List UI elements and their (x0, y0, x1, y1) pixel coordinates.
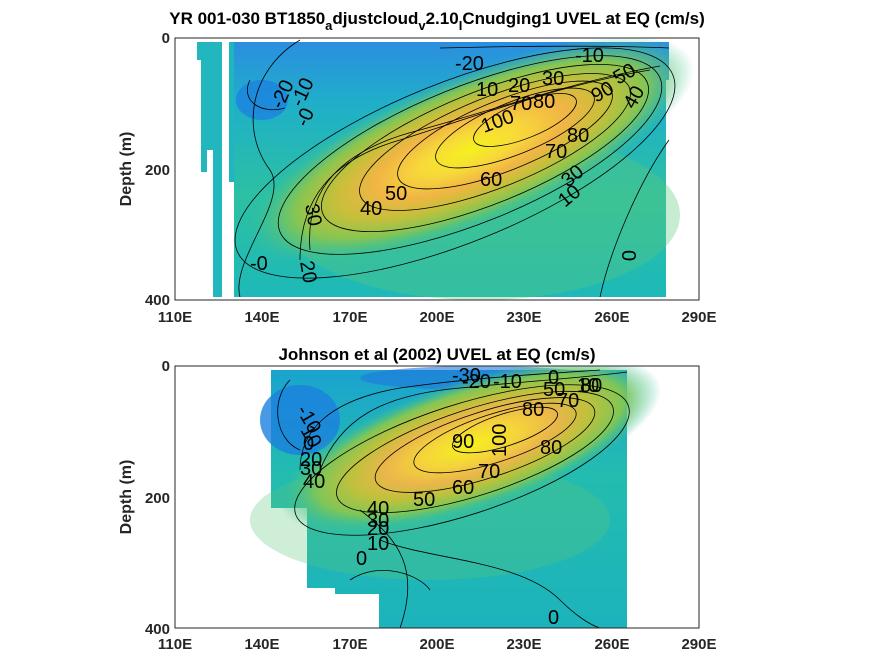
panel-1-ylabel: Depth (m) (118, 132, 135, 207)
ytick-label: 400 (145, 621, 170, 638)
title-subscript-a: a (325, 18, 333, 33)
panel-1-xticks: 110E 140E 170E 200E 230E 260E 290E (158, 309, 717, 326)
panel-1-contours (234, 39, 676, 298)
panel-2-ylabel: Depth (m) (118, 460, 135, 535)
ytick-label: 400 (145, 292, 170, 309)
contour-label: 70 (510, 93, 532, 115)
panel-2-contours (277, 369, 630, 628)
xtick-label: 260E (594, 309, 629, 326)
ytick-label: 200 (145, 490, 170, 507)
contour-label: 50 (413, 489, 435, 511)
contour-label: 40 (367, 498, 389, 520)
panel-1-field (197, 38, 695, 300)
ytick-label: 200 (145, 162, 170, 179)
panel-2-field (250, 366, 662, 628)
ytick-label: 0 (162, 358, 170, 375)
xtick-label: 140E (244, 636, 279, 653)
contour-label: 80 (567, 125, 589, 147)
contour-label: 100 (489, 424, 511, 457)
xtick-label: 260E (594, 636, 629, 653)
contour-label: 80 (580, 375, 602, 397)
title-part-a: YR 001-030 BT1850 (169, 9, 325, 28)
contour-label: 50 (385, 183, 407, 205)
xtick-label: 230E (506, 309, 541, 326)
panel-2: Johnson et al (2002) UVEL at EQ (cm/s) -… (118, 345, 717, 653)
contour-label: 80 (533, 91, 555, 113)
panel-1-axes: Depth (m) 0 200 400 110E 140E 170E 200E … (118, 30, 717, 326)
xtick-label: 230E (506, 636, 541, 653)
contour-label: 50 (543, 379, 565, 401)
panel-1: YR 001-030 BT1850adjustcloudv2.10ICnudgi… (118, 9, 717, 326)
ytick-label: 0 (162, 30, 170, 47)
contour-label: 80 (540, 437, 562, 459)
contour-label: 0 (356, 548, 367, 570)
xtick-label: 200E (419, 636, 454, 653)
contour-label: 70 (545, 141, 567, 163)
title-part-d: Cnudging1 UVEL at EQ (cm/s) (462, 9, 704, 28)
contour-label: 10 (476, 79, 498, 101)
contour-label: 40 (303, 471, 325, 493)
xtick-label: 110E (158, 636, 192, 653)
contour-label: 0 (617, 250, 639, 261)
contour-label: -10 (493, 371, 522, 393)
xtick-label: 140E (244, 309, 279, 326)
panel-1-title: YR 001-030 BT1850adjustcloudv2.10ICnudgi… (169, 9, 705, 33)
contour-label: 10 (577, 375, 599, 397)
panel-2-yticks: 0 200 400 (145, 358, 170, 638)
xtick-label: 170E (332, 636, 367, 653)
contour-label: -10 (575, 45, 604, 67)
contour-label: -20 (462, 371, 491, 393)
contour-label: 30 (367, 510, 389, 532)
panel-1-west-strip-b (229, 42, 234, 182)
title-part-c: 2.10 (426, 9, 459, 28)
xtick-label: 110E (158, 309, 192, 326)
panel-1-yticks: 0 200 400 (145, 30, 170, 309)
contour-label: 20 (508, 75, 530, 97)
contour-label: 0 (548, 607, 559, 629)
contour-label: 20 (300, 449, 322, 471)
contour-label: 90 (452, 431, 474, 453)
contour-label: 40 (360, 198, 382, 220)
contour-label: 30 (300, 202, 326, 228)
panel-1-core (245, 38, 695, 264)
xtick-label: 170E (332, 309, 367, 326)
title-subscript-i: I (459, 18, 463, 33)
contour-label: -20 (455, 53, 484, 75)
contour-label: -30 (452, 365, 481, 387)
panel-2-title: Johnson et al (2002) UVEL at EQ (cm/s) (278, 345, 595, 364)
panel-2-axes: Depth (m) 0 200 400 110E 140E 170E 200E … (118, 358, 717, 653)
contour-label: 0 (548, 367, 559, 389)
xtick-label: 200E (419, 309, 454, 326)
title-subscript-v: v (418, 18, 426, 33)
panel-1-west-strip-a (197, 42, 222, 297)
panel-2-western-jet (260, 385, 340, 455)
contour-label: 60 (480, 169, 502, 191)
panel-2-xticks: 110E 140E 170E 200E 230E 260E 290E (158, 636, 717, 653)
contour-label: 30 (542, 68, 564, 90)
xtick-label: 290E (681, 636, 716, 653)
contour-label: -0 (250, 253, 268, 275)
contour-label: 70 (557, 390, 579, 412)
contour-label: 30 (300, 458, 322, 480)
contour-label: 70 (478, 461, 500, 483)
contour-label: 10 (367, 533, 389, 555)
xtick-label: 290E (681, 309, 716, 326)
title-part-b: djustcloud (332, 9, 418, 28)
contour-label: 0 (303, 433, 314, 455)
contour-label: 80 (522, 399, 544, 421)
contour-label: 20 (367, 518, 389, 540)
panel-2-core (278, 366, 662, 533)
contour-label: 20 (295, 259, 321, 285)
contour-label: 60 (452, 477, 474, 499)
